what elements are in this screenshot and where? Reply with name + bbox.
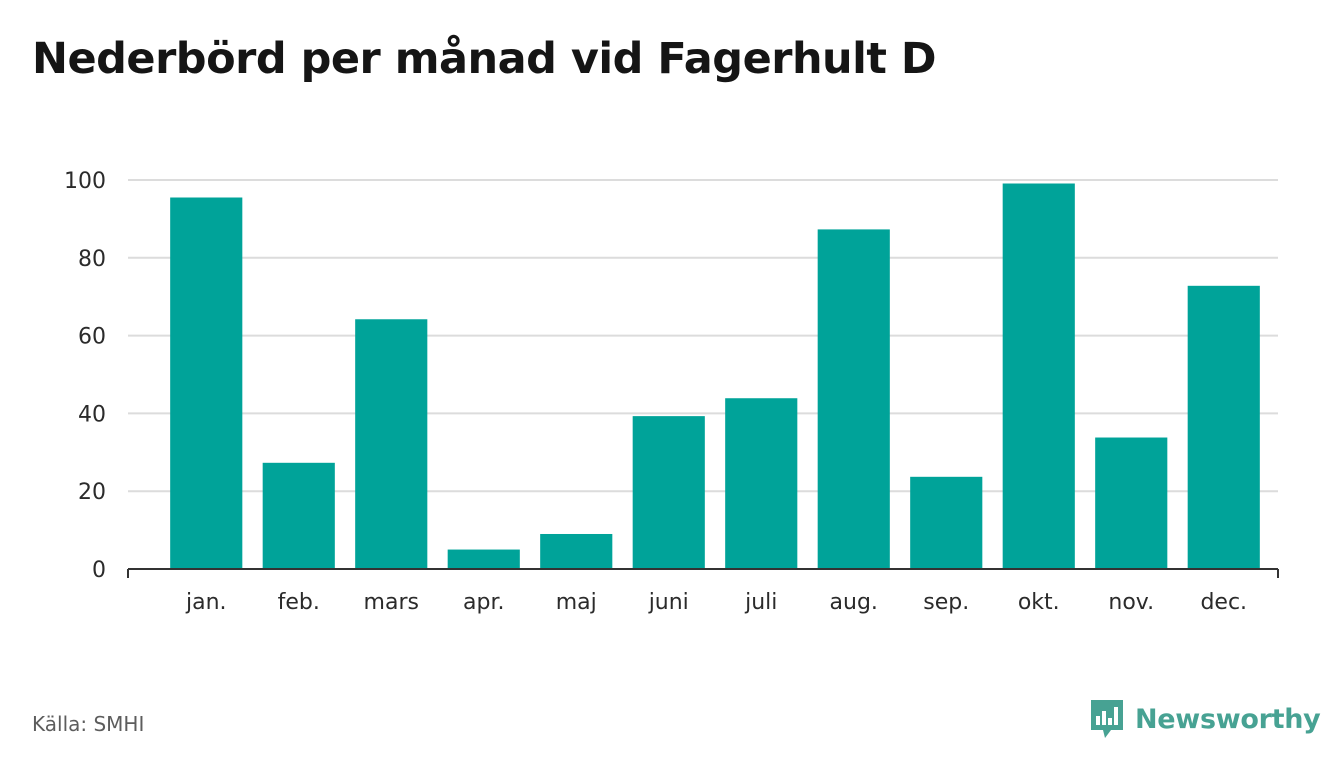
x-tick-label: aug. xyxy=(830,590,878,615)
bar-mars xyxy=(355,319,428,569)
bar-dec xyxy=(1187,285,1260,569)
x-tick-label: mars xyxy=(364,590,419,615)
source-label: Källa: SMHI xyxy=(32,712,145,736)
y-tick-label: 20 xyxy=(78,480,106,505)
x-tick-label: feb. xyxy=(278,590,320,615)
x-tick-label: nov. xyxy=(1108,590,1154,615)
bars xyxy=(170,183,1260,569)
y-tick-label: 40 xyxy=(78,402,106,427)
x-axis xyxy=(127,568,1279,578)
bar-maj xyxy=(540,533,613,569)
bar-okt xyxy=(1002,183,1075,569)
y-tick-label: 80 xyxy=(78,247,106,272)
x-axis-ticks: jan. feb. mars apr. maj juni juli aug. sep. okt. n… xyxy=(185,590,1247,615)
bar-apr xyxy=(447,549,520,569)
x-tick-label: sep. xyxy=(923,590,969,615)
bar-nov xyxy=(1095,437,1168,569)
x-tick-label: apr. xyxy=(463,590,504,615)
bar-juli xyxy=(725,398,798,569)
chart-title: Nederbörd per månad vid Fagerhult D xyxy=(32,34,937,84)
brand-logo[interactable]: Newsworthy xyxy=(1089,698,1321,740)
y-tick-label: 60 xyxy=(78,325,106,350)
newsworthy-logo-icon xyxy=(1091,700,1123,738)
bar-jan xyxy=(170,197,243,569)
x-tick-label: jan. xyxy=(185,590,227,615)
brand-name: Newsworthy xyxy=(1135,703,1321,735)
y-axis-ticks: 0 20 40 60 80 100 xyxy=(64,169,106,583)
x-tick-label: dec. xyxy=(1200,590,1247,615)
y-tick-label: 100 xyxy=(64,169,106,194)
y-tick-label: 0 xyxy=(92,558,106,583)
bar-aug xyxy=(817,229,890,569)
x-tick-label: okt. xyxy=(1018,590,1060,615)
x-tick-label: juli xyxy=(744,590,777,615)
x-tick-label: juni xyxy=(648,590,689,615)
bar-feb xyxy=(262,462,335,569)
x-tick-label: maj xyxy=(556,590,597,615)
bar-sep xyxy=(910,476,983,569)
bar-juni xyxy=(632,416,705,569)
